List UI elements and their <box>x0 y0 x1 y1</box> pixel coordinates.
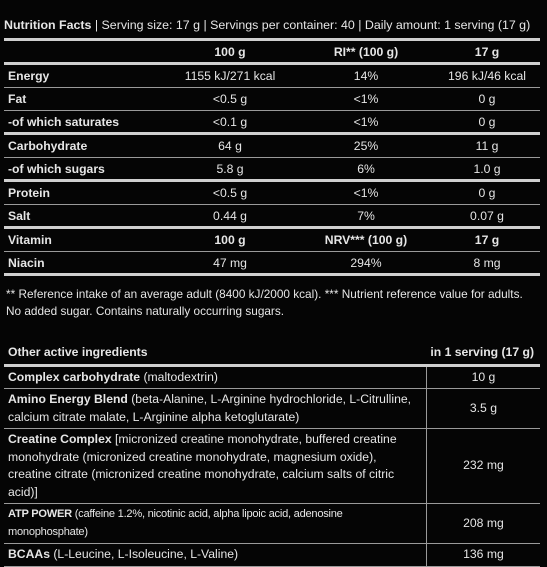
column-header-17g: 17 g <box>434 41 540 65</box>
serving-column-header: in 1 serving (17 g) <box>426 342 540 367</box>
ingredient-row: Complex carbohydrate (maltodextrin) 10 g <box>4 365 540 389</box>
nutrition-table: 100 g RI** (100 g) 17 g Energy 1155 kJ/2… <box>4 41 540 276</box>
column-header-ri: RI** (100 g) <box>298 41 434 65</box>
ingredient-name: Complex carbohydrate <box>8 369 141 384</box>
table-header-row: 100 g RI** (100 g) 17 g <box>4 41 540 65</box>
table-row-fat: Fat <0.5 g <1% 0 g <box>4 87 540 111</box>
footnote-sugar: No added sugar. Contains naturally occur… <box>6 304 285 318</box>
table-row-saturates: -of which saturates <0.1 g <1% 0 g <box>4 110 540 135</box>
nutrition-label: Nutrition Facts | Serving size: 17 g | S… <box>4 18 540 567</box>
footnote: ** Reference intake of an average adult … <box>6 286 536 320</box>
ingredient-name: Amino Energy Blend <box>8 392 128 406</box>
table-row-protein: Protein <0.5 g <1% 0 g <box>4 180 540 205</box>
header-title: Nutrition Facts <box>4 18 92 32</box>
other-ingredients-title: Other active ingredients <box>4 342 427 367</box>
header: Nutrition Facts | Serving size: 17 g | S… <box>4 18 531 32</box>
table-row-salt: Salt 0.44 g 7% 0.07 g <box>4 204 540 229</box>
table-row-energy: Energy 1155 kJ/271 kcal 14% 196 kJ/46 kc… <box>4 63 540 88</box>
ingredient-amount: 232 mg <box>426 428 540 504</box>
ingredient-amount: 136 mg <box>426 543 540 567</box>
header-divider <box>4 38 540 41</box>
ingredient-amount: 3.5 g <box>426 388 540 429</box>
ingredient-detail: [micronized creatine monohydrate, buffer… <box>8 432 397 499</box>
other-ingredients-header: Other active ingredients in 1 serving (1… <box>4 342 540 367</box>
ingredient-amount: 208 mg <box>426 503 540 544</box>
daily-amount: Daily amount: 1 serving (17 g) <box>364 18 531 32</box>
ingredient-row: Creatine Complex [micronized creatine mo… <box>4 428 540 504</box>
column-header-100g: 100 g <box>162 41 298 65</box>
servings-per-container: Servings per container: 40 <box>210 18 355 32</box>
ingredient-name: BCAAs <box>8 547 50 561</box>
ingredient-row: Amino Energy Blend (beta-Alanine, L-Argi… <box>4 388 540 429</box>
table-row-niacin: Niacin 47 mg 294% 8 mg <box>4 251 540 276</box>
ingredient-name: ATP POWER <box>8 508 72 520</box>
ingredient-amount: 10 g <box>426 365 540 389</box>
other-ingredients-table: Other active ingredients in 1 serving (1… <box>4 342 540 567</box>
ingredient-detail: (caffeine 1.2%, nicotinic acid, alpha li… <box>8 508 343 538</box>
ingredient-detail: (L-Leucine, L-Isoleucine, L-Valine) <box>49 547 239 561</box>
ingredient-row: BCAAs (L-Leucine, L-Isoleucine, L-Valine… <box>4 543 540 567</box>
table-row-carbohydrate: Carbohydrate 64 g 25% 11 g <box>4 133 540 158</box>
ingredient-row: ATP POWER (caffeine 1.2%, nicotinic acid… <box>4 503 540 544</box>
ingredient-detail: (beta-Alanine, L-Arginine hydrochloride,… <box>8 392 412 424</box>
footnote-reference: ** Reference intake of an average adult … <box>6 287 523 301</box>
ingredient-name: Creatine Complex <box>8 432 112 446</box>
vitamin-header-row: Vitamin 100 g NRV*** (100 g) 17 g <box>4 227 540 252</box>
table-row-sugars: -of which sugars 5.8 g 6% 1.0 g <box>4 157 540 182</box>
ingredient-detail: (maltodextrin) <box>140 369 218 384</box>
serving-size: Serving size: 17 g <box>101 18 201 32</box>
